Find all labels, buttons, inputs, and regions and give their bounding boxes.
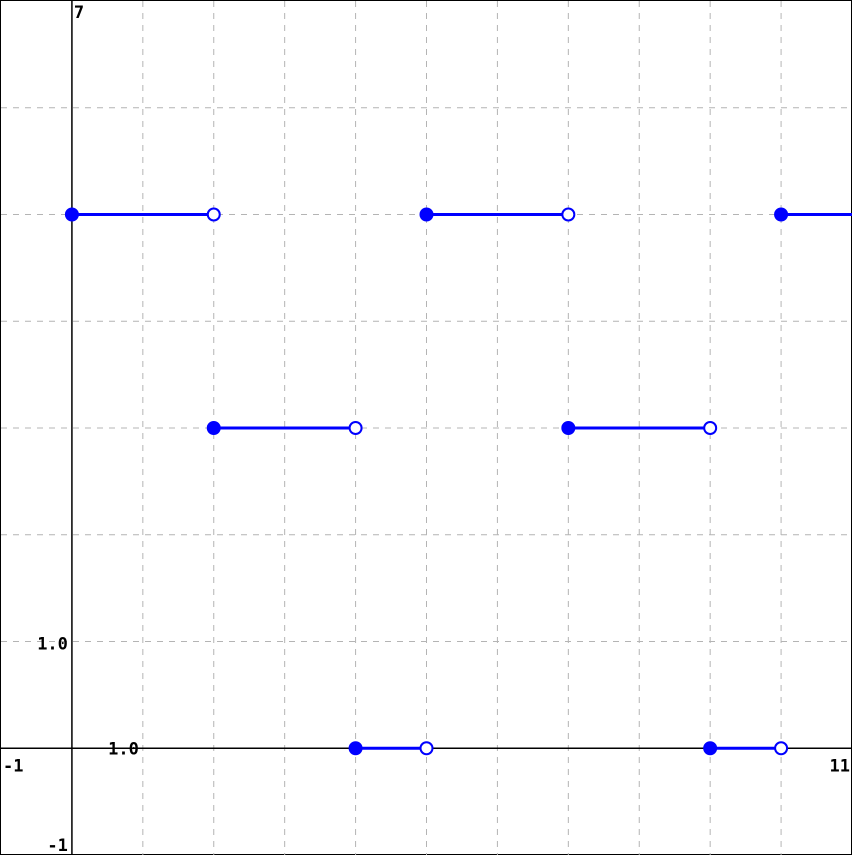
open-endpoint [206, 207, 221, 222]
closed-endpoint [561, 421, 576, 435]
x-unit-label: 1.0 [108, 739, 139, 759]
closed-endpoint [348, 741, 363, 756]
open-endpoint [561, 207, 576, 222]
open-endpoint [419, 741, 434, 756]
open-endpoint [348, 421, 363, 435]
axis-labels: 7 -1 -1 11 1.0 1.0 [3, 3, 850, 856]
closed-endpoint [774, 207, 789, 222]
grid [1, 1, 852, 855]
closed-endpoint [64, 207, 79, 222]
closed-endpoint [703, 741, 718, 756]
y-unit-label: 1.0 [37, 635, 68, 655]
y-min-label: -1 [47, 836, 67, 856]
closed-endpoint [419, 207, 434, 222]
open-endpoint [703, 421, 718, 435]
series-step [64, 207, 852, 756]
open-endpoint [774, 741, 789, 756]
x-max-label: 11 [830, 756, 850, 776]
y-max-label: 7 [74, 3, 84, 23]
x-min-label: -1 [3, 756, 23, 776]
closed-endpoint [206, 421, 221, 435]
